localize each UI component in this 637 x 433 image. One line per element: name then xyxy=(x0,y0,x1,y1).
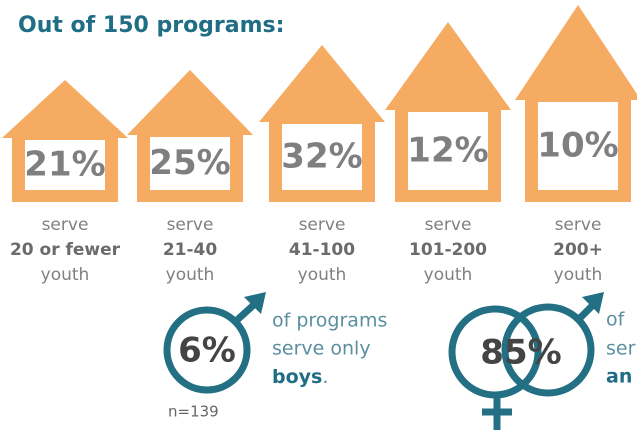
house-text: youth xyxy=(424,265,473,285)
note: n=139 xyxy=(168,403,219,421)
boys-text: serve only xyxy=(272,338,371,360)
roof xyxy=(385,22,511,110)
house-percent: 21% xyxy=(24,145,105,185)
house-range: 20 or fewer xyxy=(10,240,121,260)
boys-text: of programs xyxy=(272,310,387,332)
house-range: 101-200 xyxy=(409,240,487,260)
house-percent: 25% xyxy=(149,143,230,183)
house-text: serve xyxy=(167,215,214,235)
boys-text: boys. xyxy=(272,366,328,388)
house-text: youth xyxy=(41,265,90,285)
house-text: serve xyxy=(299,215,346,235)
house-text: youth xyxy=(298,265,347,285)
house-range: 200+ xyxy=(553,240,603,260)
window xyxy=(408,112,488,190)
house-range: 41-100 xyxy=(289,240,355,260)
roof xyxy=(259,45,385,122)
boys-end: . xyxy=(322,366,328,388)
both-percent: 85% xyxy=(480,333,561,373)
window xyxy=(282,124,362,190)
both-text: ser xyxy=(606,338,636,360)
house-percent: 12% xyxy=(407,131,488,171)
arrow-head xyxy=(582,292,604,314)
roof xyxy=(515,5,637,100)
house-text: youth xyxy=(554,265,603,285)
house-percent: 10% xyxy=(537,126,618,166)
house-text: serve xyxy=(555,215,602,235)
roof xyxy=(2,80,128,138)
house-text: youth xyxy=(166,265,215,285)
window xyxy=(25,140,105,190)
boys-percent: 6% xyxy=(178,331,236,371)
both-text: of xyxy=(606,309,626,331)
title: Out of 150 programs: xyxy=(18,13,284,38)
roof xyxy=(127,70,253,135)
boys-emphasis: boys xyxy=(272,366,322,388)
window xyxy=(150,137,230,190)
window xyxy=(538,102,618,190)
both-emphasis: an xyxy=(606,366,632,388)
arrow-head xyxy=(244,292,266,314)
house-text: serve xyxy=(425,215,472,235)
house-range: 21-40 xyxy=(163,240,218,260)
house-text: serve xyxy=(42,215,89,235)
house-percent: 32% xyxy=(281,137,362,177)
houses: 21% serve 20 or fewer youth 25% serve 21-40 you… xyxy=(2,5,637,285)
